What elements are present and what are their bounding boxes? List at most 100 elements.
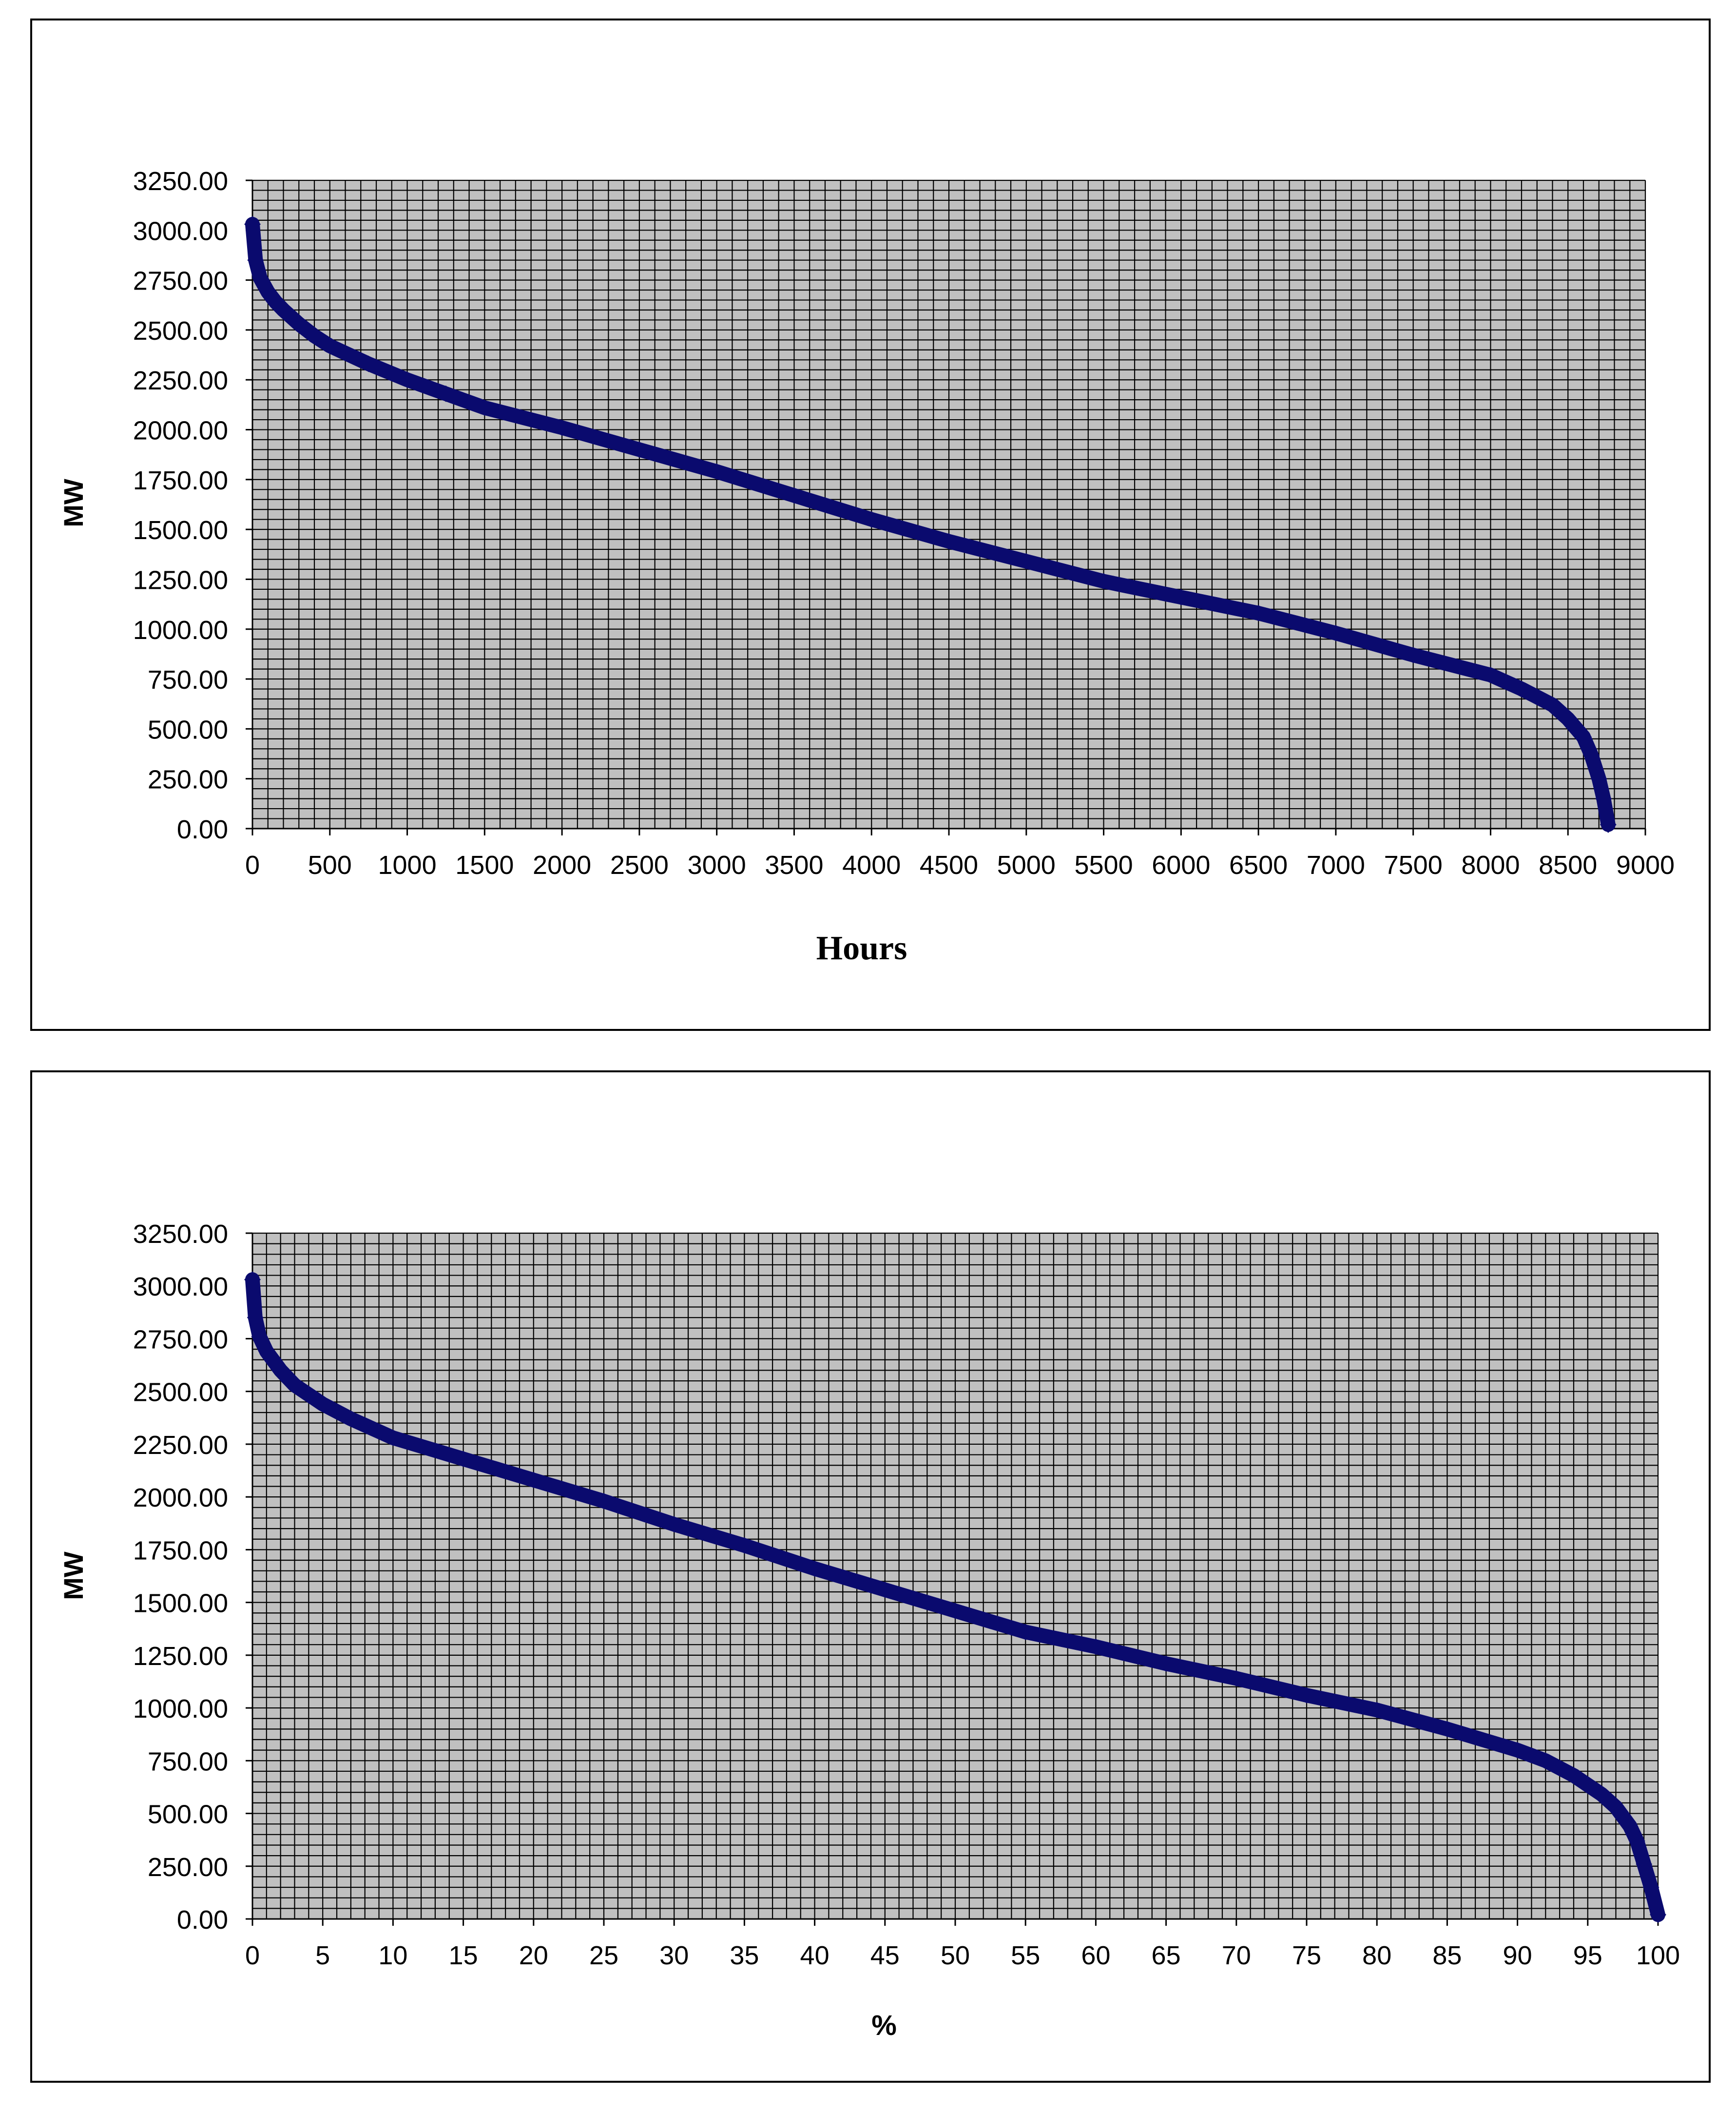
data-point [247,252,264,269]
y-tick-label: 1000.00 [133,616,228,645]
x-axis-title: % [871,2010,897,2041]
data-point [1250,605,1267,622]
y-axis-title: MW [58,1551,89,1600]
y-tick-label: 0.00 [177,1905,228,1935]
y-tick-label: 1250.00 [133,1642,228,1671]
data-point [286,1376,303,1394]
x-tick-label: 7500 [1384,851,1443,880]
data-point [786,487,803,504]
x-tick-label: 50 [941,1941,970,1970]
x-tick-label: 30 [659,1941,689,1970]
y-tick-label: 3000.00 [133,1272,228,1301]
data-point [314,1395,331,1413]
x-tick-label: 10 [378,1941,407,1970]
data-point [251,270,269,287]
y-tick-label: 3250.00 [133,1220,228,1249]
y-tick-label: 3250.00 [133,167,228,196]
data-point [244,1271,261,1288]
x-tick-label: 15 [449,1941,478,1970]
data-point [306,328,323,345]
data-point [1298,1687,1315,1704]
x-tick-label: 100 [1636,1941,1680,1970]
data-point [1621,1818,1639,1835]
x-tick-label: 3000 [688,851,746,880]
data-point [1405,646,1422,663]
data-point [1513,680,1530,697]
data-point [1537,1752,1554,1769]
data-point [631,441,648,458]
x-tick-label: 2000 [533,851,591,880]
x-tick-label: 40 [800,1941,829,1970]
data-point [399,371,416,388]
x-tick-label: 1500 [455,851,514,880]
data-point [1650,1906,1666,1923]
data-point [1642,1879,1659,1896]
x-tick-label: 80 [1362,1941,1391,1970]
data-point [290,315,308,332]
data-point [1582,746,1600,763]
x-tick-label: 20 [519,1941,548,1970]
data-point [1600,816,1617,833]
data-point [1439,1721,1456,1738]
data-point [736,1537,753,1554]
y-tick-label: 2000.00 [133,416,228,445]
y-tick-label: 750.00 [148,1747,228,1776]
data-point [708,463,725,480]
data-point [1593,1786,1610,1803]
data-point [1607,1799,1624,1816]
chart-hours-svg: 0.00 250.00 500.00 750.00 1000.00 1250.00 1500… [30,19,1711,1031]
data-point [596,1492,612,1510]
data-point [321,337,338,354]
data-point [1087,1638,1104,1655]
data-point [385,1429,402,1446]
chart-percent: 0.00 250.00 500.00 750.00 1000.00 1250.00 1500… [0,1055,1736,2111]
y-tick-label: 2250.00 [133,1431,228,1460]
data-point [259,284,276,301]
chart-hours: 0.00 250.00 500.00 750.00 1000.00 1250.00 1500… [0,0,1736,1055]
y-tick-label: 2750.00 [133,267,228,296]
data-point [1575,728,1592,745]
data-point [525,1472,542,1489]
data-point [1482,666,1499,683]
data-point [258,1343,275,1360]
y-tick-label: 3000.00 [133,216,228,246]
x-tick-label: 6000 [1152,851,1210,880]
y-tick-label: 500.00 [148,1800,228,1829]
x-axis-title: Hours [816,930,907,967]
x-tick-label: 60 [1081,1941,1110,1970]
y-tick-label: 2750.00 [133,1325,228,1354]
y-tick-label: 250.00 [148,1853,228,1882]
y-tick-label: 1500.00 [133,1589,228,1618]
data-point [437,385,454,402]
data-point [947,1602,964,1619]
data-point [247,1309,264,1326]
data-point [272,1362,289,1379]
data-point [1157,1655,1175,1672]
data-point [1017,1624,1034,1641]
data-point [1628,1832,1645,1849]
data-point [1544,697,1561,714]
x-tick-label: 5000 [997,851,1056,880]
y-tick-label: 2500.00 [133,1378,228,1407]
data-point [1369,1702,1386,1719]
data-point [1595,790,1612,807]
x-tick-label: 8000 [1461,851,1520,880]
x-tick-label: 95 [1573,1941,1602,1970]
data-point [275,302,292,318]
data-point [806,1560,823,1577]
data-point [666,1516,683,1533]
x-tick-label: 65 [1152,1941,1181,1970]
data-point [863,511,880,528]
data-point [1018,553,1035,570]
series-line [245,1272,1665,1922]
x-tick-label: 90 [1503,1941,1532,1970]
y-tick-label: 2000.00 [133,1483,228,1512]
data-point [1565,1767,1582,1784]
x-tick-label: 5500 [1074,851,1133,880]
data-point [360,355,377,372]
data-point [1327,624,1344,641]
series-line [245,217,1616,832]
data-point [1590,770,1607,787]
data-point [1509,1742,1526,1759]
y-tick-label: 2250.00 [133,366,228,395]
